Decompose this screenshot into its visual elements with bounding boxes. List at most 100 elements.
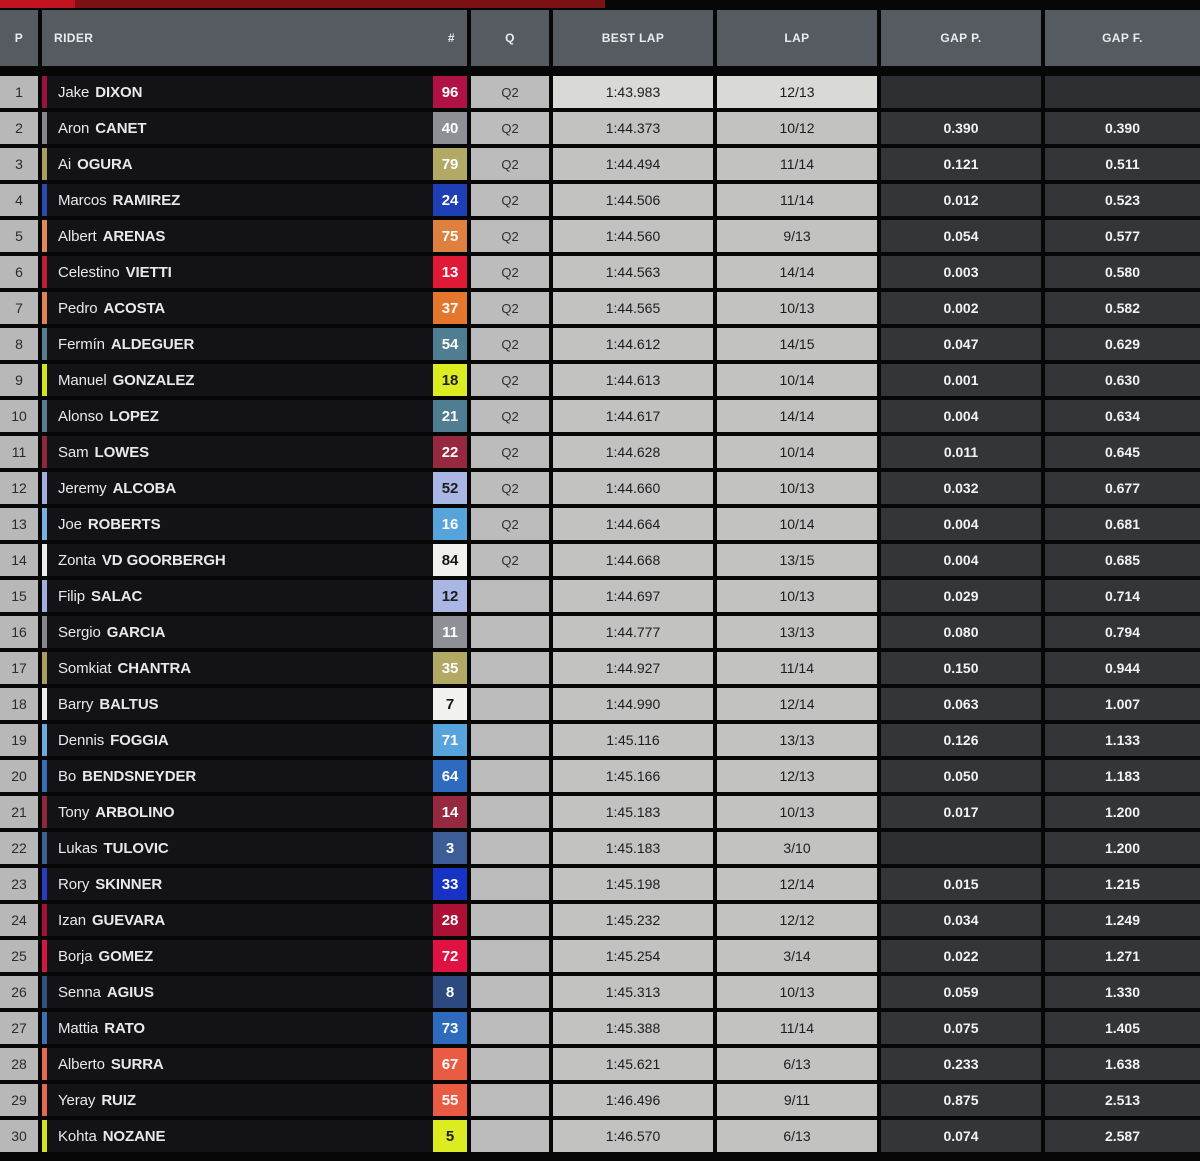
best-lap-cell: 1:43.983 bbox=[553, 76, 713, 108]
rider-last-name: BALTUS bbox=[99, 695, 159, 713]
table-row[interactable]: 22 Lukas TULOVIC 3 1:45.183 3/10 1.200 bbox=[0, 832, 1200, 864]
best-lap-cell: 1:45.166 bbox=[553, 760, 713, 792]
rider-number-badge: 79 bbox=[433, 148, 467, 180]
rider-cell[interactable]: Lukas TULOVIC 3 bbox=[42, 832, 467, 864]
rider-last-name: ALCOBA bbox=[112, 479, 177, 497]
lap-cell: 10/12 bbox=[717, 112, 877, 144]
gap-first-cell: 0.794 bbox=[1045, 616, 1200, 648]
table-row[interactable]: 10 Alonso LOPEZ 21 Q2 1:44.617 14/14 0.0… bbox=[0, 400, 1200, 432]
position-cell: 10 bbox=[0, 400, 38, 432]
rider-last-name: CANET bbox=[95, 119, 147, 137]
rider-cell[interactable]: Somkiat CHANTRA 35 bbox=[42, 652, 467, 684]
rider-cell[interactable]: Kohta NOZANE 5 bbox=[42, 1120, 467, 1152]
table-row[interactable]: 13 Joe ROBERTS 16 Q2 1:44.664 10/14 0.00… bbox=[0, 508, 1200, 540]
table-row[interactable]: 28 Alberto SURRA 67 1:45.621 6/13 0.233 … bbox=[0, 1048, 1200, 1080]
position-cell: 19 bbox=[0, 724, 38, 756]
position-cell: 15 bbox=[0, 580, 38, 612]
table-row[interactable]: 11 Sam LOWES 22 Q2 1:44.628 10/14 0.011 … bbox=[0, 436, 1200, 468]
gap-prev-cell: 0.003 bbox=[881, 256, 1041, 288]
rider-cell[interactable]: Zonta VD GOORBERGH 84 bbox=[42, 544, 467, 576]
best-lap-cell: 1:45.198 bbox=[553, 868, 713, 900]
table-row[interactable]: 30 Kohta NOZANE 5 1:46.570 6/13 0.074 2.… bbox=[0, 1120, 1200, 1152]
table-row[interactable]: 3 Ai OGURA 79 Q2 1:44.494 11/14 0.121 0.… bbox=[0, 148, 1200, 180]
best-lap-cell: 1:44.563 bbox=[553, 256, 713, 288]
gap-prev-cell: 0.034 bbox=[881, 904, 1041, 936]
table-row[interactable]: 21 Tony ARBOLINO 14 1:45.183 10/13 0.017… bbox=[0, 796, 1200, 828]
rider-cell[interactable]: Pedro ACOSTA 37 bbox=[42, 292, 467, 324]
rider-cell[interactable]: Barry BALTUS 7 bbox=[42, 688, 467, 720]
table-row[interactable]: 25 Borja GOMEZ 72 1:45.254 3/14 0.022 1.… bbox=[0, 940, 1200, 972]
table-row[interactable]: 26 Senna AGIUS 8 1:45.313 10/13 0.059 1.… bbox=[0, 976, 1200, 1008]
rider-cell[interactable]: Aron CANET 40 bbox=[42, 112, 467, 144]
table-row[interactable]: 20 Bo BENDSNEYDER 64 1:45.166 12/13 0.05… bbox=[0, 760, 1200, 792]
rider-cell[interactable]: Manuel GONZALEZ 18 bbox=[42, 364, 467, 396]
rider-number-badge: 14 bbox=[433, 796, 467, 828]
gap-prev-cell: 0.233 bbox=[881, 1048, 1041, 1080]
table-row[interactable]: 17 Somkiat CHANTRA 35 1:44.927 11/14 0.1… bbox=[0, 652, 1200, 684]
gap-first-cell: 0.944 bbox=[1045, 652, 1200, 684]
team-color-stripe bbox=[42, 652, 47, 684]
rider-cell[interactable]: Jeremy ALCOBA 52 bbox=[42, 472, 467, 504]
rider-number-badge: 71 bbox=[433, 724, 467, 756]
team-color-stripe bbox=[42, 724, 47, 756]
rider-number-badge: 22 bbox=[433, 436, 467, 468]
rider-cell[interactable]: Alonso LOPEZ 21 bbox=[42, 400, 467, 432]
rider-cell[interactable]: Izan GUEVARA 28 bbox=[42, 904, 467, 936]
table-row[interactable]: 27 Mattia RATO 73 1:45.388 11/14 0.075 1… bbox=[0, 1012, 1200, 1044]
rider-cell[interactable]: Marcos RAMIREZ 24 bbox=[42, 184, 467, 216]
rider-last-name: NOZANE bbox=[102, 1127, 166, 1145]
rider-cell[interactable]: Sam LOWES 22 bbox=[42, 436, 467, 468]
rider-last-name: FOGGIA bbox=[110, 731, 169, 749]
rider-cell[interactable]: Jake DIXON 96 bbox=[42, 76, 467, 108]
header-gap-prev: GAP P. bbox=[881, 10, 1041, 66]
table-row[interactable]: 16 Sergio GARCIA 11 1:44.777 13/13 0.080… bbox=[0, 616, 1200, 648]
table-row[interactable]: 1 Jake DIXON 96 Q2 1:43.983 12/13 bbox=[0, 76, 1200, 108]
table-row[interactable]: 4 Marcos RAMIREZ 24 Q2 1:44.506 11/14 0.… bbox=[0, 184, 1200, 216]
rider-cell[interactable]: Sergio GARCIA 11 bbox=[42, 616, 467, 648]
gap-prev-cell: 0.050 bbox=[881, 760, 1041, 792]
rider-last-name: DIXON bbox=[95, 83, 143, 101]
lap-cell: 3/10 bbox=[717, 832, 877, 864]
q-session-cell bbox=[471, 1012, 549, 1044]
rider-cell[interactable]: Rory SKINNER 33 bbox=[42, 868, 467, 900]
rider-cell[interactable]: Borja GOMEZ 72 bbox=[42, 940, 467, 972]
table-row[interactable]: 18 Barry BALTUS 7 1:44.990 12/14 0.063 1… bbox=[0, 688, 1200, 720]
rider-cell[interactable]: Fermín ALDEGUER 54 bbox=[42, 328, 467, 360]
table-row[interactable]: 24 Izan GUEVARA 28 1:45.232 12/12 0.034 … bbox=[0, 904, 1200, 936]
table-row[interactable]: 5 Albert ARENAS 75 Q2 1:44.560 9/13 0.05… bbox=[0, 220, 1200, 252]
rider-cell[interactable]: Alberto SURRA 67 bbox=[42, 1048, 467, 1080]
rider-cell[interactable]: Dennis FOGGIA 71 bbox=[42, 724, 467, 756]
best-lap-cell: 1:45.313 bbox=[553, 976, 713, 1008]
table-row[interactable]: 6 Celestino VIETTI 13 Q2 1:44.563 14/14 … bbox=[0, 256, 1200, 288]
table-row[interactable]: 9 Manuel GONZALEZ 18 Q2 1:44.613 10/14 0… bbox=[0, 364, 1200, 396]
rider-last-name: RUIZ bbox=[101, 1091, 136, 1109]
rider-cell[interactable]: Ai OGURA 79 bbox=[42, 148, 467, 180]
table-row[interactable]: 7 Pedro ACOSTA 37 Q2 1:44.565 10/13 0.00… bbox=[0, 292, 1200, 324]
rider-cell[interactable]: Joe ROBERTS 16 bbox=[42, 508, 467, 540]
table-row[interactable]: 2 Aron CANET 40 Q2 1:44.373 10/12 0.390 … bbox=[0, 112, 1200, 144]
rider-cell[interactable]: Mattia RATO 73 bbox=[42, 1012, 467, 1044]
table-row[interactable]: 15 Filip SALAC 12 1:44.697 10/13 0.029 0… bbox=[0, 580, 1200, 612]
rider-cell[interactable]: Filip SALAC 12 bbox=[42, 580, 467, 612]
gap-first-cell: 1.405 bbox=[1045, 1012, 1200, 1044]
rider-first-name: Sam bbox=[58, 443, 89, 461]
rider-cell[interactable]: Bo BENDSNEYDER 64 bbox=[42, 760, 467, 792]
rider-cell[interactable]: Senna AGIUS 8 bbox=[42, 976, 467, 1008]
table-row[interactable]: 12 Jeremy ALCOBA 52 Q2 1:44.660 10/13 0.… bbox=[0, 472, 1200, 504]
rider-cell[interactable]: Tony ARBOLINO 14 bbox=[42, 796, 467, 828]
rider-first-name: Tony bbox=[58, 803, 90, 821]
table-row[interactable]: 14 Zonta VD GOORBERGH 84 Q2 1:44.668 13/… bbox=[0, 544, 1200, 576]
position-cell: 11 bbox=[0, 436, 38, 468]
rider-cell[interactable]: Yeray RUIZ 55 bbox=[42, 1084, 467, 1116]
lap-cell: 13/13 bbox=[717, 616, 877, 648]
gap-prev-cell: 0.121 bbox=[881, 148, 1041, 180]
header-gap-first: GAP F. bbox=[1045, 10, 1200, 66]
table-row[interactable]: 23 Rory SKINNER 33 1:45.198 12/14 0.015 … bbox=[0, 868, 1200, 900]
position-cell: 7 bbox=[0, 292, 38, 324]
table-row[interactable]: 8 Fermín ALDEGUER 54 Q2 1:44.612 14/15 0… bbox=[0, 328, 1200, 360]
rider-cell[interactable]: Celestino VIETTI 13 bbox=[42, 256, 467, 288]
table-row[interactable]: 29 Yeray RUIZ 55 1:46.496 9/11 0.875 2.5… bbox=[0, 1084, 1200, 1116]
table-row[interactable]: 19 Dennis FOGGIA 71 1:45.116 13/13 0.126… bbox=[0, 724, 1200, 756]
rider-cell[interactable]: Albert ARENAS 75 bbox=[42, 220, 467, 252]
team-color-stripe bbox=[42, 76, 47, 108]
